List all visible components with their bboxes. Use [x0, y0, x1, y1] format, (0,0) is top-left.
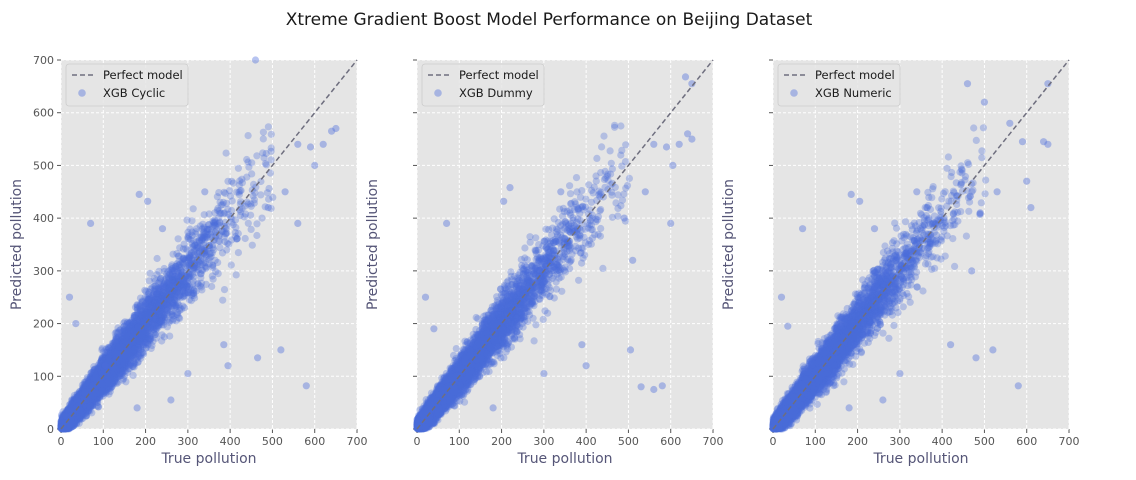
scatter-point: [258, 215, 265, 222]
x-tick-label: 200: [135, 435, 156, 448]
y-tick-label: 0: [47, 423, 54, 436]
scatter-point: [265, 196, 272, 203]
y-tick-label: 500: [33, 159, 54, 172]
scatter-point: [248, 226, 255, 233]
scatter-point: [260, 135, 267, 142]
scatter-point: [251, 196, 258, 203]
y-tick-label: 400: [33, 212, 54, 225]
figure-title: Xtreme Gradient Boost Model Performance …: [286, 10, 813, 30]
panel-1: 0 100 200 300 400 500 600 700 0 100 200 300 400 500 60…: [9, 54, 368, 467]
scatter-point: [265, 123, 272, 130]
x-axis-label: True pollution: [160, 451, 256, 467]
scatter-point: [253, 220, 260, 227]
y-axis-label: Predicted pollution: [9, 179, 25, 310]
y-tick-label: 700: [33, 54, 54, 67]
x-tick-label: 100: [93, 435, 114, 448]
x-tick-label: 300: [177, 435, 198, 448]
scatter-point: [210, 276, 217, 283]
x-tick-label: 0: [58, 435, 65, 448]
y-tick-label: 600: [33, 107, 54, 120]
y-tick-label: 300: [33, 265, 54, 278]
y-tick-label: 200: [33, 318, 54, 331]
x-tick-label: 500: [262, 435, 283, 448]
scatter-point: [260, 129, 267, 136]
x-tick-label: 700: [347, 435, 368, 448]
x-tick-label: 600: [304, 435, 325, 448]
scatter-point: [219, 297, 226, 304]
x-tick-label: 400: [220, 435, 241, 448]
scatter-point: [201, 211, 208, 218]
scatter-point: [190, 205, 197, 212]
y-tick-label: 100: [33, 370, 54, 383]
scatter-point: [248, 170, 255, 177]
